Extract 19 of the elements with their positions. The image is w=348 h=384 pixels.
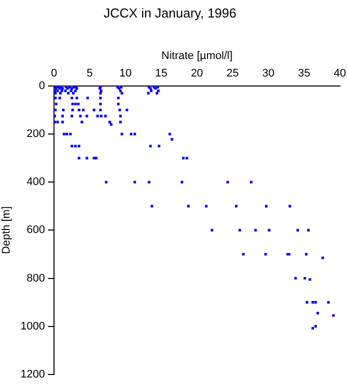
y-tick-label: 1200 xyxy=(20,368,45,380)
x-tick-label: 0 xyxy=(50,67,58,80)
x-tick-label: 25 xyxy=(226,67,239,80)
y-tick-label: 400 xyxy=(26,176,45,188)
y-axis-title: Depth [m] xyxy=(0,206,13,254)
chart-title: JCCX in January, 1996 xyxy=(104,5,236,20)
y-tick-label: 1000 xyxy=(20,320,45,332)
y-tick-label: 800 xyxy=(26,272,45,284)
x-axis-title: Nitrate [µmol/l] xyxy=(161,50,233,62)
x-tick-label: 40 xyxy=(334,67,346,80)
x-tick-label: 35 xyxy=(298,67,310,80)
x-tick-label: 30 xyxy=(262,67,275,80)
x-tick-label: 5 xyxy=(86,67,93,80)
y-tick-label: 0 xyxy=(38,80,45,92)
y-tick-label: 200 xyxy=(26,128,45,140)
x-tick-label: 10 xyxy=(119,67,132,80)
x-tick-label: 15 xyxy=(155,67,168,80)
y-tick-label: 600 xyxy=(26,224,45,236)
x-tick-label: 20 xyxy=(190,67,204,80)
